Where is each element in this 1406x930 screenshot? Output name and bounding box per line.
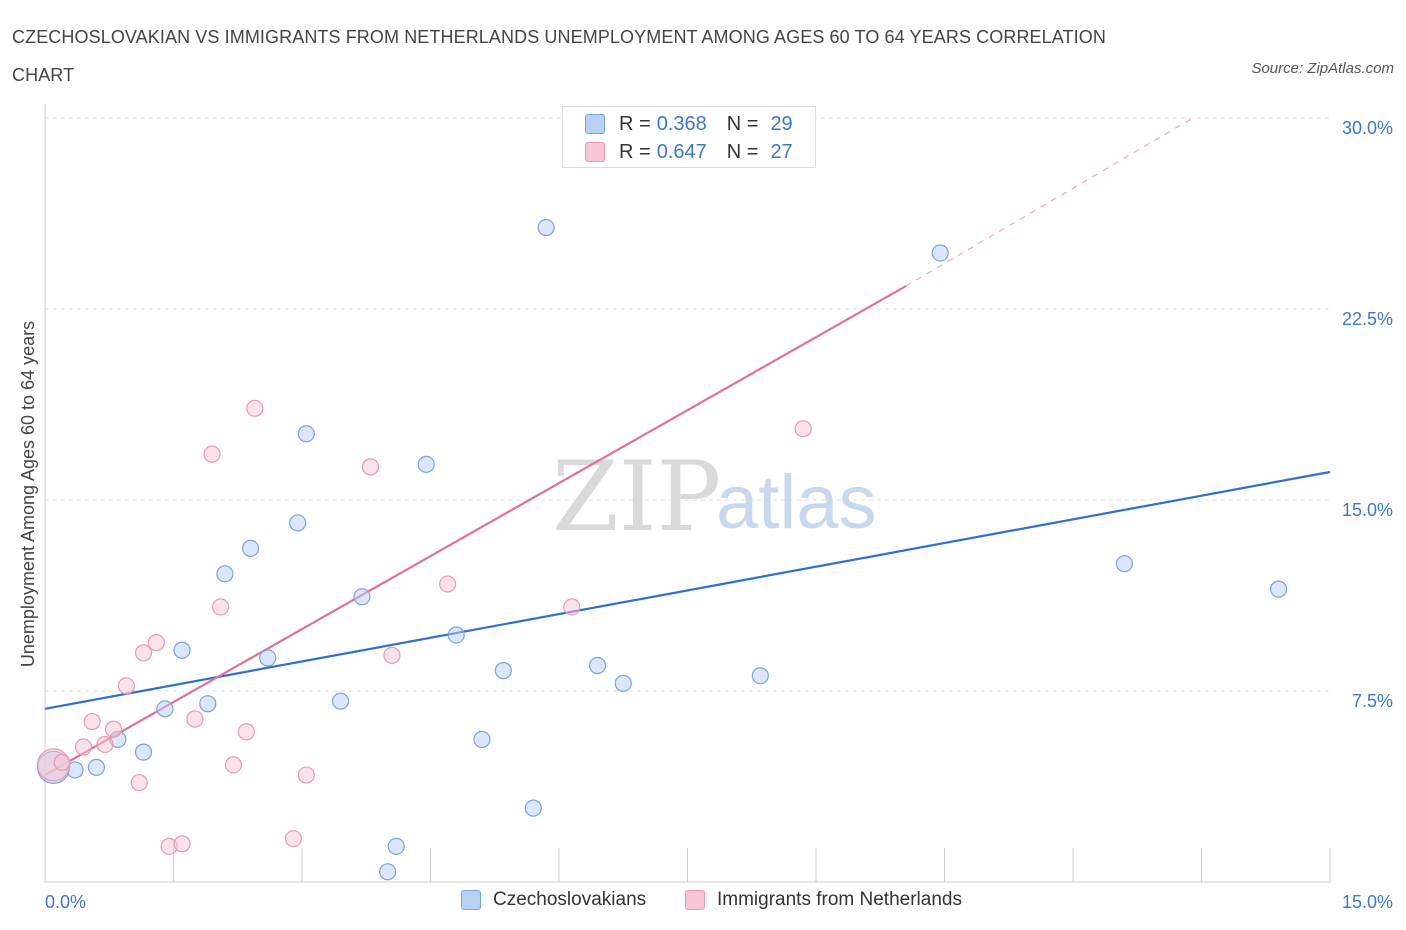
series-legend: Czechoslovakians Immigrants from Netherl… — [0, 889, 1406, 917]
point-netherlands — [130, 774, 148, 792]
legend-row-czechoslovakians: R = 0.368 N = 29 — [585, 111, 793, 137]
point-netherlands — [186, 710, 204, 728]
point-netherlands — [117, 677, 135, 695]
trend-lines — [44, 117, 1331, 776]
legend-item-czechoslovakians: Czechoslovakians — [461, 889, 646, 911]
point-netherlands — [83, 712, 101, 731]
point-czechoslovakians — [199, 695, 217, 713]
point-netherlands — [246, 399, 264, 417]
point-czechoslovakians — [173, 641, 191, 659]
point-czechoslovakians — [242, 539, 260, 557]
y-tick-label: 22.5% — [1342, 309, 1393, 329]
watermark-atlas: atlas — [716, 460, 877, 545]
legend-label: Czechoslovakians — [493, 889, 647, 910]
legend-label: Immigrants from Netherlands — [717, 889, 962, 910]
point-netherlands — [212, 598, 230, 616]
point-czechoslovakians — [614, 674, 632, 692]
point-czechoslovakians — [353, 588, 371, 606]
point-czechoslovakians — [387, 837, 405, 855]
r-label: R = — [619, 112, 651, 135]
point-czechoslovakians — [134, 743, 153, 761]
point-czechoslovakians — [494, 662, 512, 680]
point-netherlands — [96, 735, 114, 754]
legend-row-netherlands: R = 0.647 N = 27 — [585, 139, 793, 165]
point-netherlands — [147, 634, 165, 652]
n-value: 29 — [770, 112, 793, 135]
point-netherlands — [74, 738, 93, 756]
y-tick-label: 7.5% — [1352, 691, 1393, 711]
point-czechoslovakians — [87, 758, 106, 777]
source-credit: Source: ZipAtlas.com — [1251, 60, 1394, 77]
point-czechoslovakians — [259, 649, 277, 667]
legend-item-netherlands: Immigrants from Netherlands — [685, 889, 962, 911]
point-czechoslovakians — [289, 514, 307, 532]
y-tick-label: 15.0% — [1342, 500, 1393, 520]
y-axis-label: Unemployment Among Ages 60 to 64 years — [18, 321, 38, 667]
point-netherlands — [361, 458, 380, 476]
trend-line-netherlands — [44, 285, 907, 776]
point-czechoslovakians — [447, 626, 465, 644]
legend-swatch-blue — [585, 114, 605, 134]
legend-swatch-blue — [461, 890, 481, 910]
point-czechoslovakians — [588, 656, 607, 675]
point-netherlands — [794, 420, 812, 438]
n-value: 27 — [770, 140, 793, 163]
trend-line-netherlands-extension — [905, 117, 1194, 287]
point-netherlands — [563, 598, 581, 616]
point-czechoslovakians — [379, 863, 397, 881]
n-label: N = — [726, 112, 759, 135]
chart-title: CZECHOSLOVAKIAN VS IMMIGRANTS FROM NETHE… — [12, 27, 1106, 85]
point-czechoslovakians — [537, 218, 555, 237]
point-netherlands — [224, 756, 243, 774]
point-czechoslovakians — [751, 667, 769, 685]
point-czechoslovakians — [417, 455, 435, 473]
point-netherlands — [134, 644, 153, 662]
axis-labels: 7.5% 15.0% 22.5% 30.0% 0.0% 15.0% Unemployment… — [18, 118, 1393, 912]
point-netherlands — [173, 835, 191, 853]
point-czechoslovakians — [524, 799, 542, 817]
data-points — [36, 218, 1288, 881]
r-value: 0.647 — [656, 140, 707, 163]
watermark-zip: ZIP — [552, 441, 721, 553]
r-label: R = — [619, 140, 651, 163]
point-netherlands — [203, 445, 221, 463]
legend-swatch-pink — [585, 142, 605, 162]
point-czechoslovakians — [1269, 580, 1288, 598]
point-netherlands — [104, 720, 123, 738]
point-czechoslovakians — [331, 692, 350, 710]
correlation-legend: R = 0.368 N = 29 R = 0.647 N = 27 — [562, 106, 816, 168]
point-netherlands — [439, 575, 457, 593]
point-netherlands — [53, 753, 71, 771]
point-netherlands — [383, 646, 401, 664]
n-label: N = — [726, 140, 759, 163]
point-czechoslovakians — [1115, 555, 1134, 573]
watermark: ZIP atlas — [552, 441, 877, 553]
point-netherlands — [237, 723, 255, 741]
r-value: 0.368 — [656, 112, 707, 135]
point-czechoslovakians — [931, 244, 949, 262]
grid-lines — [45, 117, 1330, 692]
point-czechoslovakians — [156, 700, 174, 718]
point-netherlands — [297, 766, 315, 784]
point-czechoslovakians — [297, 425, 315, 443]
point-czechoslovakians — [216, 565, 234, 583]
x-tick-label: 15.0% — [1342, 892, 1393, 912]
y-tick-label: 30.0% — [1342, 118, 1393, 138]
point-netherlands — [284, 830, 303, 848]
point-czechoslovakians — [473, 730, 491, 748]
trend-line-czechoslovakians — [44, 470, 1331, 710]
x-tick-label: 0.0% — [45, 892, 86, 912]
legend-swatch-pink — [685, 890, 705, 910]
